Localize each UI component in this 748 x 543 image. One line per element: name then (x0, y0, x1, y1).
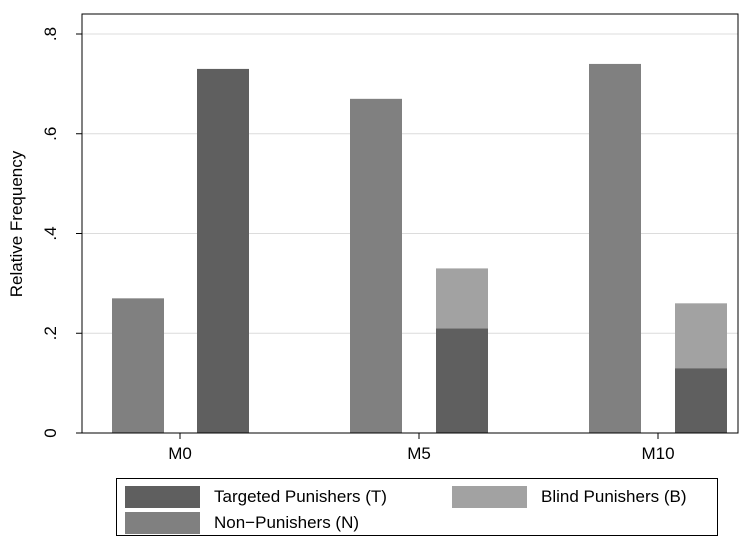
legend-item-non-punishers: Non−Punishers (N) (125, 512, 359, 534)
bar (112, 298, 164, 433)
bar (350, 98, 402, 434)
legend-item-blind: Blind Punishers (B) (452, 486, 687, 508)
legend: Targeted Punishers (T) Blind Punishers (… (116, 478, 718, 536)
legend-item-targeted: Targeted Punishers (T) (125, 486, 387, 508)
bar (436, 268, 488, 329)
legend-label-targeted: Targeted Punishers (T) (214, 487, 387, 506)
bar (197, 68, 249, 433)
plot-frame (81, 13, 739, 434)
y-tick-label: .6 (41, 127, 60, 141)
y-tick-label: .4 (41, 226, 60, 240)
y-axis: 0 .2 .4 .6 .8 (41, 27, 82, 438)
y-tick-label: .8 (41, 27, 60, 41)
bar (675, 368, 727, 433)
bars (112, 63, 727, 434)
bar (436, 328, 488, 433)
x-tick-label: M0 (168, 444, 192, 463)
legend-label-non-punishers: Non−Punishers (N) (214, 513, 360, 532)
x-tick-label: M5 (407, 444, 431, 463)
bar (675, 303, 727, 369)
x-axis: M0 M5 M10 (168, 433, 675, 463)
bar (589, 63, 641, 434)
y-tick-label: 0 (41, 428, 60, 437)
x-tick-label: M10 (641, 444, 674, 463)
y-tick-label: .2 (41, 326, 60, 340)
legend-swatch-non-punishers (125, 512, 200, 534)
legend-swatch-blind (452, 486, 527, 508)
legend-swatch-targeted (125, 486, 200, 508)
legend-label-blind: Blind Punishers (B) (541, 487, 687, 506)
y-axis-label: Relative Frequency (7, 150, 26, 297)
